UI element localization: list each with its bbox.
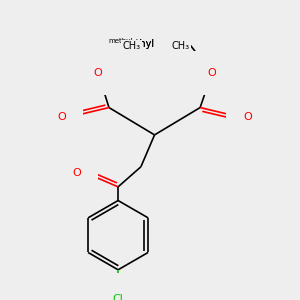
Text: CH₃: CH₃ xyxy=(123,41,141,52)
Text: methyl: methyl xyxy=(120,39,154,49)
Text: methyl: methyl xyxy=(109,38,133,44)
Text: O: O xyxy=(57,112,66,122)
Text: CH₃: CH₃ xyxy=(171,41,189,52)
Text: methyl: methyl xyxy=(120,39,154,49)
Text: O: O xyxy=(73,168,82,178)
Text: O: O xyxy=(243,112,252,122)
Text: O: O xyxy=(94,68,102,78)
Text: O: O xyxy=(208,68,216,78)
Text: Cl: Cl xyxy=(113,294,124,300)
